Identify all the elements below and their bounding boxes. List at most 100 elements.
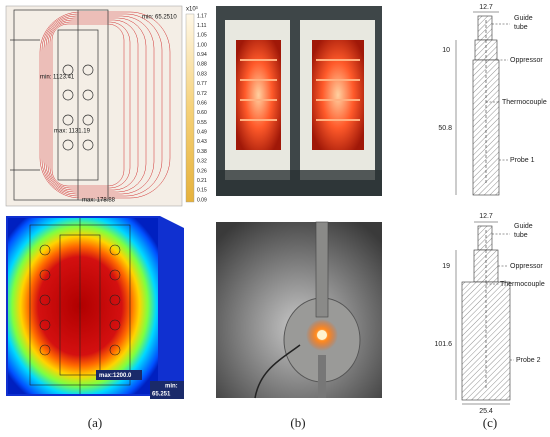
- colorbar-label: 1.05: [197, 33, 207, 39]
- shape: [185, 13, 195, 203]
- annotation: max:1200.0: [99, 373, 132, 379]
- annotation: min: 65.2510: [142, 15, 177, 21]
- shape: [62, 114, 74, 126]
- shape: [13, 9, 109, 201]
- colorbar-label: 0.32: [197, 159, 207, 165]
- shape: [109, 244, 121, 256]
- colorbar-unit: x10³: [186, 7, 198, 13]
- shape: [39, 344, 51, 356]
- photo-probe: [216, 221, 382, 399]
- annotation: max: 178.88: [82, 198, 116, 204]
- colorbar-label: 0.26: [197, 168, 207, 174]
- dimension-label: 10: [442, 47, 450, 54]
- shape: [477, 225, 493, 251]
- annotation: max: 1131.19: [54, 129, 91, 135]
- probe-1-drawing: 12.7 Guide tube 10 Oppressor Thermocoupl…: [438, 4, 547, 196]
- colorbar-label: 0.66: [197, 100, 207, 106]
- shape: [236, 40, 281, 150]
- shape: [43, 15, 155, 195]
- shape: [8, 218, 158, 394]
- colorbar-label: 0.55: [197, 120, 207, 126]
- colorbar-label: 0.43: [197, 139, 207, 145]
- shape: [62, 89, 74, 101]
- part-label: Guide: [514, 15, 533, 22]
- shape: [96, 370, 142, 380]
- group: [29, 218, 131, 394]
- shape: [39, 269, 51, 281]
- colorbar-label: 1.00: [197, 42, 207, 48]
- shape: [39, 294, 51, 306]
- panel-caption: (b): [290, 415, 305, 430]
- part-label: Thermocouple: [502, 99, 547, 106]
- shape: [82, 64, 94, 76]
- group: [39, 11, 171, 199]
- dimension-label: 12.7: [479, 4, 493, 11]
- shape: [254, 344, 301, 399]
- dimension-label: 101.6: [434, 341, 452, 348]
- annotation: min:: [165, 384, 178, 390]
- shape: [41, 13, 163, 197]
- colorbar-label: 0.49: [197, 130, 207, 136]
- dimension-label: 25.4: [479, 408, 493, 415]
- dimension-label: 19: [442, 263, 450, 270]
- shape: [39, 244, 51, 256]
- group: [10, 9, 109, 201]
- colorbar-label: 1.17: [197, 13, 207, 19]
- dimension-label: 12.7: [479, 213, 493, 220]
- panel-caption: (a): [88, 415, 102, 430]
- shape: [82, 139, 94, 151]
- colorbar-label: 0.38: [197, 149, 207, 155]
- shape: [45, 17, 147, 193]
- shape: [39, 11, 171, 199]
- part-label: tube: [514, 24, 528, 31]
- annotation: min: 1123.41: [40, 75, 75, 81]
- group: [240, 59, 360, 121]
- shape: [216, 170, 382, 196]
- colorbar-label: 0.72: [197, 91, 207, 97]
- shape: [109, 319, 121, 331]
- shape: [39, 319, 51, 331]
- colorbar-label: 0.09: [197, 197, 207, 203]
- shape: [477, 15, 493, 41]
- colorbar-label: 0.60: [197, 110, 207, 116]
- shape: [82, 114, 94, 126]
- shape: [318, 355, 326, 398]
- contour-plot: x10³ 1.17 1.11 1.05 1.00 0.94 0.88 0.83 0.77 0.7…: [5, 5, 207, 207]
- shape: [5, 5, 183, 207]
- part-label: Oppressor: [510, 57, 543, 64]
- photo-furnace: [216, 6, 382, 196]
- shape: [49, 21, 131, 189]
- shape: [62, 139, 74, 151]
- heat-map: max:1200.0 min: 65.251: [6, 216, 184, 399]
- part-label: Probe 1: [510, 157, 535, 164]
- colorbar-label: 1.11: [197, 23, 207, 29]
- shape: [109, 344, 121, 356]
- shape: [51, 23, 125, 187]
- part-label: Thermocouple: [500, 281, 545, 288]
- group: [486, 23, 510, 161]
- shape: [109, 269, 121, 281]
- part-label: Probe 2: [516, 357, 541, 364]
- shape: [82, 89, 94, 101]
- shape: [47, 19, 139, 191]
- probe-2-drawing: 12.7 Guide tube 19 Oppressor Thermocoupl…: [434, 213, 544, 415]
- panel-caption: (c): [483, 415, 497, 430]
- part-label: Guide: [514, 223, 533, 230]
- part-label: Oppressor: [510, 263, 543, 270]
- part-label: tube: [514, 232, 528, 239]
- shape: [150, 381, 184, 399]
- shape: [312, 40, 364, 150]
- group: [486, 233, 514, 361]
- annotation: 65.251: [152, 392, 171, 398]
- shape: [315, 221, 329, 318]
- colorbar-label: 0.21: [197, 178, 207, 184]
- dimension-label: 50.8: [438, 125, 452, 132]
- colorbar-label: 0.94: [197, 52, 207, 58]
- shape: [317, 330, 327, 340]
- group: 1.17 1.11 1.05 1.00 0.94 0.88 0.83 0.77 0.72 0.66…: [197, 13, 207, 203]
- colorbar-label: 0.77: [197, 81, 207, 87]
- colorbar-label: 0.83: [197, 71, 207, 77]
- colorbar-label: 0.15: [197, 188, 207, 194]
- shape: [109, 294, 121, 306]
